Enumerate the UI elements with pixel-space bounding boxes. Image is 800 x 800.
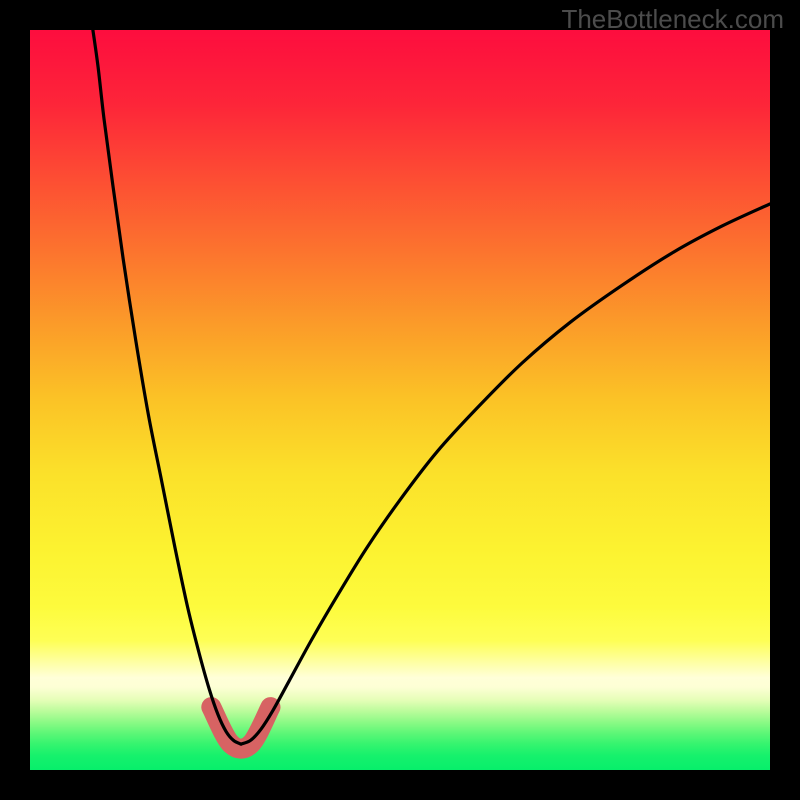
watermark-text: TheBottleneck.com xyxy=(561,4,784,35)
curve-right-branch xyxy=(241,204,770,744)
curve-layer xyxy=(30,30,770,770)
plot-area xyxy=(30,30,770,770)
curve-left-branch xyxy=(93,30,241,744)
canvas: TheBottleneck.com xyxy=(0,0,800,800)
